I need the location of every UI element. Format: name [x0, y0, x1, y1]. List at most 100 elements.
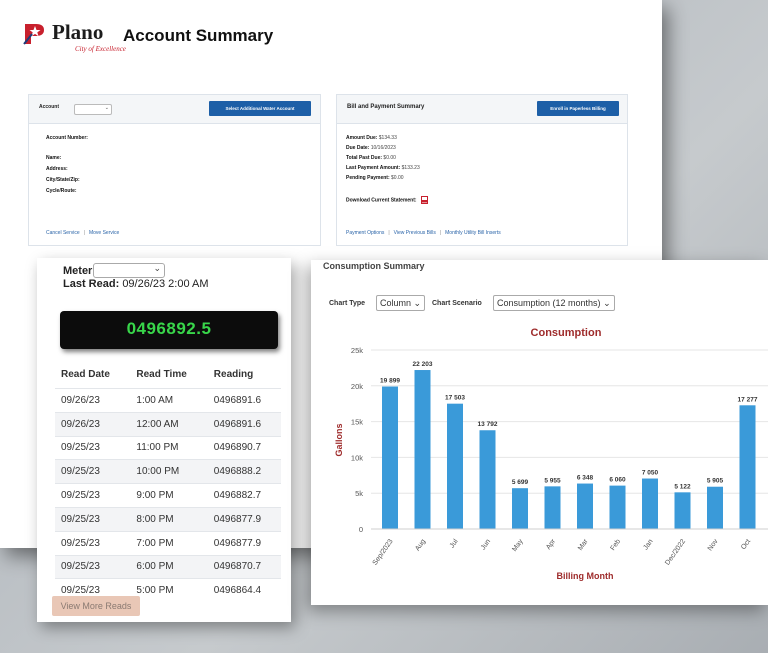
bar-data-label: 17 277 [738, 396, 758, 403]
bar-data-label: 5 905 [707, 478, 724, 485]
reading-cell: 0496891.6 [207, 411, 281, 437]
x-tick-label: Sep/2023 [372, 538, 395, 567]
chevron-down-icon: ⌄ [104, 105, 109, 111]
x-tick-label: Jun [480, 538, 492, 551]
x-tick-label: Aug [414, 538, 427, 552]
y-tick-label: 0 [359, 525, 363, 534]
read-time-cell: 8:00 PM [130, 506, 208, 532]
meter-display: 0496892.5 [60, 311, 278, 349]
download-statement-row: Download Current Statement: [346, 196, 428, 204]
last-payment-row: Last Payment Amount: $133.23 [346, 165, 420, 171]
reads-table: Read Date Read Time Reading 09/26/23 1:00… [55, 360, 281, 603]
read-time-cell: 9:00 PM [130, 483, 208, 508]
reading-cell: 0496890.7 [207, 435, 281, 460]
bar-data-label: 5 699 [512, 479, 529, 486]
read-time-cell: 1:00 AM [130, 388, 208, 413]
consumption-card: Consumption Summary Chart Type Column ⌄ … [311, 260, 768, 605]
bar [414, 370, 431, 529]
read-date-cell: 09/25/23 [55, 459, 131, 484]
logo-tagline: City of Excellence [75, 45, 126, 53]
reads-table-row: 09/25/23 11:00 PM 0496890.7 [55, 435, 281, 460]
bill-inserts-link[interactable]: Monthly Utility Bill Inserts [445, 230, 501, 236]
meter-select[interactable]: ⌄ [93, 263, 165, 278]
y-axis-title: Gallons [334, 423, 344, 456]
reads-table-row: 09/26/23 1:00 AM 0496891.6 [55, 388, 281, 413]
reading-cell: 0496864.4 [207, 578, 281, 603]
col-reading: Reading [213, 368, 254, 380]
read-date-cell: 09/26/23 [55, 411, 131, 437]
chevron-down-icon: ⌄ [413, 298, 422, 308]
chart-scenario-label: Chart Scenario [432, 300, 482, 307]
chart-type-select[interactable]: Column ⌄ [376, 295, 426, 311]
chart-scenario-select[interactable]: Consumption (12 months) ⌄ [493, 295, 615, 311]
consumption-chart: Consumption 0 5k 10k 15k 20k 25k Gallons 19 899 S… [334, 327, 768, 581]
reads-table-row: 09/25/23 8:00 PM 0496877.9 [55, 506, 281, 532]
due-date-row: Due Date: 10/16/2023 [346, 145, 396, 151]
reading-cell: 0496891.6 [207, 388, 281, 413]
payment-options-link[interactable]: Payment Options [346, 230, 385, 236]
x-tick-label: May [511, 538, 525, 553]
bar [739, 405, 756, 529]
logo-wordmark: Plano [52, 20, 104, 44]
chart-title: Consumption [531, 327, 602, 339]
name-label: Name: [46, 155, 62, 161]
read-time-cell: 6:00 PM [130, 554, 208, 579]
city-state-zip-label: City/State/Zip: [46, 177, 80, 183]
bar [544, 486, 561, 529]
enroll-paperless-button[interactable]: Enroll in Paperless Billing [537, 101, 619, 116]
x-tick-label: Apr [545, 538, 557, 551]
reads-table-row: 09/25/23 10:00 PM 0496888.2 [55, 459, 281, 484]
y-tick-label: 15k [351, 418, 363, 427]
x-tick-label: Dec/2022 [664, 538, 687, 567]
bar-data-label: 6 348 [577, 475, 594, 482]
address-label: Address: [46, 166, 68, 172]
reads-table-row: 09/26/23 12:00 AM 0496891.6 [55, 411, 281, 437]
reading-cell: 0496877.9 [207, 530, 281, 556]
pending-payment-row: Pending Payment: $0.00 [346, 175, 404, 181]
meter-display-value: 0496892.5 [126, 319, 212, 338]
account-panel-header: Account ⌄ Select Additional Water Accoun… [29, 95, 320, 124]
account-panel: Account ⌄ Select Additional Water Accoun… [28, 94, 321, 246]
move-service-link[interactable]: Move Service [88, 230, 120, 236]
meter-label: Meter: [63, 265, 97, 277]
x-tick-label: Nov [707, 538, 720, 553]
bar [707, 486, 723, 529]
bill-panel-title: Bill and Payment Summary [347, 104, 425, 110]
x-tick-label: Jan [642, 538, 654, 551]
x-tick-label: Mar [577, 538, 590, 552]
select-additional-account-button[interactable]: Select Additional Water Account [209, 101, 311, 116]
bar-data-label: 17 503 [445, 395, 465, 402]
consumption-title: Consumption Summary [323, 261, 425, 271]
y-tick-label: 10k [351, 453, 363, 462]
y-tick-label: 5k [355, 489, 363, 498]
last-read: Last Read: 09/26/23 2:00 AM [63, 278, 209, 290]
cycle-route-label: Cycle/Route: [46, 188, 77, 194]
bill-links: Payment Options | View Previous Bills | Mont… [346, 230, 501, 236]
meter-row: Meter: [63, 265, 96, 277]
reads-table-row: 09/25/23 6:00 PM 0496870.7 [55, 554, 281, 579]
bar [674, 492, 691, 529]
read-time-cell: 5:00 PM [130, 578, 208, 603]
bar-data-label: 22 203 [413, 361, 433, 368]
chevron-down-icon: ⌄ [603, 298, 611, 308]
cancel-service-link[interactable]: Cancel Service [46, 230, 80, 236]
bar-data-label: 6 060 [609, 477, 626, 484]
read-date-cell: 09/25/23 [55, 506, 131, 532]
account-select[interactable]: ⌄ [74, 104, 112, 115]
bar [479, 430, 496, 529]
bar [642, 478, 658, 529]
page-title: Account Summary [123, 26, 274, 45]
meter-reads-card: Meter: ⌄ Last Read: 09/26/23 2:00 AM 049… [37, 258, 291, 622]
reads-table-row: 09/25/23 9:00 PM 0496882.7 [55, 483, 281, 508]
read-date-cell: 09/25/23 [55, 483, 131, 508]
reading-cell: 0496888.2 [207, 459, 281, 484]
pdf-icon[interactable] [420, 196, 428, 204]
read-time-cell: 12:00 AM [130, 411, 208, 437]
view-previous-bills-link[interactable]: View Previous Bills [393, 230, 436, 236]
view-more-reads-button[interactable]: View More Reads [52, 596, 140, 616]
reads-table-row: 09/25/23 7:00 PM 0496877.9 [55, 530, 281, 556]
bar-data-label: 5 122 [674, 483, 691, 490]
plano-star-icon [23, 24, 44, 45]
bar-data-label: 5 955 [544, 477, 561, 484]
y-tick-label: 25k [351, 346, 363, 355]
